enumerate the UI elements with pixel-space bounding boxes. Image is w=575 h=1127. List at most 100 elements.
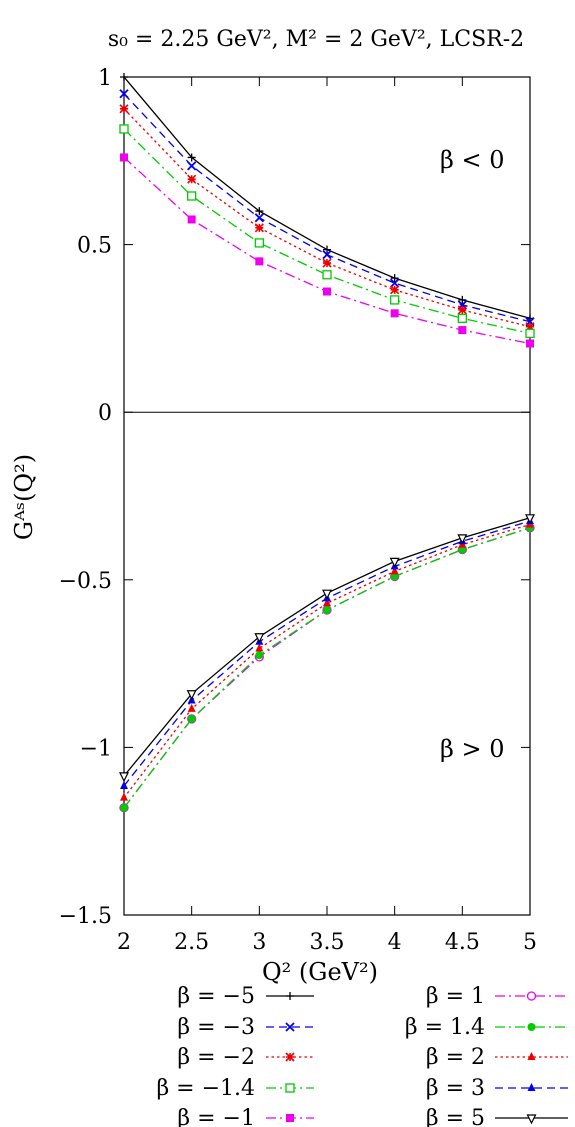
annotation-beta-negative: β < 0	[440, 146, 505, 174]
data-point	[187, 191, 197, 201]
point-mark	[322, 270, 332, 280]
point-mark	[187, 215, 196, 224]
chart-title: s₀ = 2.25 GeV², M² = 2 GeV², LCSR-2	[108, 27, 524, 52]
point-mark	[255, 643, 264, 652]
legend-label: β = −5	[177, 984, 255, 1009]
data-point	[119, 772, 129, 783]
data-point	[322, 270, 332, 280]
point-mark	[323, 605, 331, 614]
point-mark	[285, 1022, 295, 1032]
point-mark	[527, 1083, 536, 1091]
point-mark	[390, 285, 400, 295]
data-point	[119, 124, 129, 134]
x-tick-label: 3.5	[310, 930, 345, 955]
data-point	[255, 643, 264, 652]
point-mark	[390, 278, 400, 288]
point-mark	[526, 339, 534, 348]
data-point	[525, 514, 535, 525]
point-mark	[390, 309, 399, 318]
point-mark	[323, 287, 331, 296]
data-point	[119, 104, 129, 114]
data-point	[187, 153, 196, 162]
point-mark	[187, 703, 196, 712]
data-point	[187, 161, 197, 171]
data-point	[526, 339, 534, 348]
y-axis-label: Gᴬˢ(Q²)	[10, 454, 38, 540]
data-point	[390, 572, 399, 581]
point-mark	[322, 258, 332, 268]
x-tick-label: 2	[117, 930, 131, 955]
data-point	[390, 309, 399, 318]
data-point	[527, 1052, 536, 1060]
point-mark	[285, 1083, 295, 1093]
data-point	[255, 207, 264, 216]
point-mark	[390, 566, 399, 575]
point-mark	[526, 991, 537, 1001]
data-point	[458, 545, 467, 554]
point-mark	[322, 250, 332, 260]
data-point	[322, 258, 332, 268]
data-point	[254, 633, 265, 644]
point-mark	[458, 545, 467, 554]
data-point	[120, 792, 128, 801]
data-point	[119, 89, 129, 99]
y-tick-label: 0	[98, 401, 112, 426]
point-mark	[187, 714, 196, 723]
data-point	[389, 557, 400, 568]
data-point	[390, 285, 400, 295]
data-point	[286, 1114, 294, 1122]
x-tick-label: 4.5	[445, 930, 480, 955]
data-point	[525, 322, 535, 332]
point-mark	[285, 1052, 295, 1062]
plot-frame	[123, 76, 531, 916]
data-point	[457, 313, 467, 323]
data-point	[323, 598, 331, 607]
point-mark	[119, 104, 129, 114]
point-mark	[120, 153, 128, 162]
point-mark	[286, 992, 294, 1000]
data-point	[322, 250, 332, 260]
data-point	[187, 714, 196, 723]
legend-label: β = 3	[426, 1076, 485, 1101]
data-point	[322, 589, 332, 600]
annotation-beta-positive: β > 0	[440, 735, 505, 763]
point-mark	[525, 322, 535, 332]
point-mark	[187, 191, 197, 201]
legend-label: β = 5	[426, 1106, 485, 1127]
point-mark	[458, 326, 467, 335]
point-mark	[458, 295, 467, 304]
point-mark	[527, 1023, 536, 1031]
data-point	[285, 1083, 295, 1093]
data-point	[390, 278, 400, 288]
point-mark	[525, 514, 535, 525]
x-tick-label: 2.5	[174, 930, 209, 955]
data-point	[120, 803, 128, 812]
y-tick-label: −1.5	[59, 904, 112, 929]
series-line	[123, 527, 531, 809]
data-point	[120, 780, 128, 789]
point-mark	[187, 174, 197, 184]
data-point	[120, 73, 128, 81]
x-tick-label: 4	[388, 930, 402, 955]
point-mark	[254, 633, 265, 644]
legend-label: β = −1	[177, 1106, 255, 1127]
point-mark	[187, 153, 196, 162]
point-mark	[186, 690, 197, 701]
point-mark	[527, 1052, 536, 1060]
point-mark	[254, 238, 264, 248]
point-mark	[255, 207, 264, 216]
x-tick-label: 5	[523, 930, 537, 955]
legend-label: β = −1.4	[156, 1076, 255, 1101]
point-mark	[390, 572, 399, 581]
data-point	[526, 1114, 537, 1125]
data-point	[390, 274, 399, 283]
point-mark	[255, 257, 264, 266]
point-mark	[526, 1114, 537, 1125]
point-mark	[322, 589, 332, 600]
point-mark	[254, 213, 264, 223]
data-point	[525, 328, 535, 339]
data-point	[286, 992, 294, 1000]
point-mark	[120, 780, 128, 789]
data-point	[255, 651, 264, 660]
